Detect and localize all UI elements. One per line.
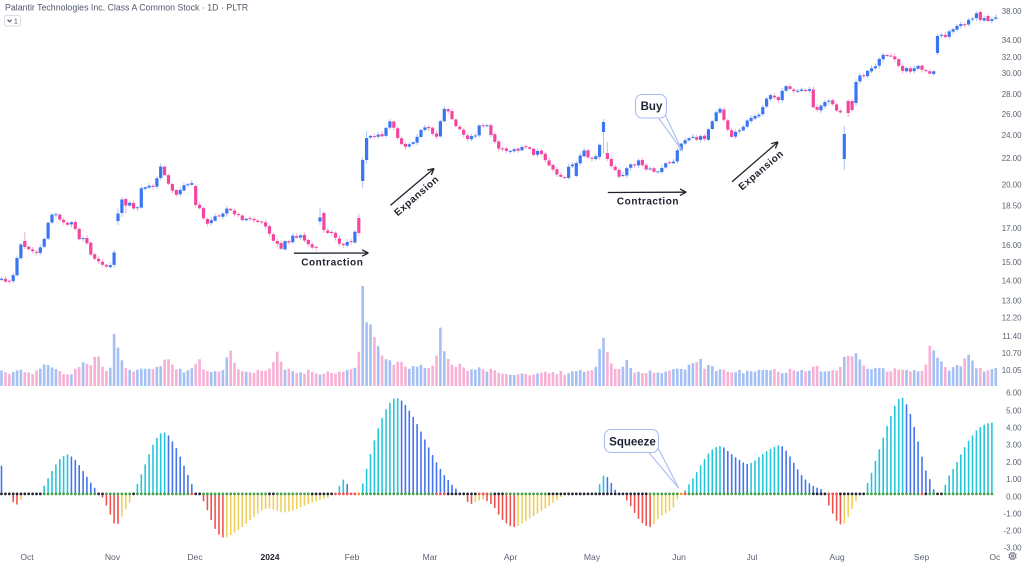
svg-text:30.00: 30.00 xyxy=(1002,69,1022,78)
svg-text:15.00: 15.00 xyxy=(1002,258,1022,267)
svg-text:Jun: Jun xyxy=(672,552,686,562)
svg-text:32.00: 32.00 xyxy=(1002,53,1022,62)
svg-text:4.00: 4.00 xyxy=(1006,423,1022,432)
svg-text:34.00: 34.00 xyxy=(1002,36,1022,45)
svg-text:Sep: Sep xyxy=(914,552,930,562)
svg-text:18.50: 18.50 xyxy=(1002,201,1022,210)
svg-text:Palantir Technologies Inc. Cla: Palantir Technologies Inc. Class A Commo… xyxy=(5,3,248,13)
svg-text:20.00: 20.00 xyxy=(1002,180,1022,189)
svg-text:5.00: 5.00 xyxy=(1006,406,1022,415)
svg-text:10.70: 10.70 xyxy=(1002,349,1022,358)
svg-text:Contraction: Contraction xyxy=(301,258,363,269)
svg-text:May: May xyxy=(584,552,601,562)
svg-text:2024: 2024 xyxy=(260,552,279,562)
svg-text:-2.00: -2.00 xyxy=(1004,526,1023,535)
svg-text:3.00: 3.00 xyxy=(1006,440,1022,449)
svg-text:Nov: Nov xyxy=(105,552,121,562)
svg-text:13.00: 13.00 xyxy=(1002,296,1022,305)
svg-text:24.00: 24.00 xyxy=(1002,131,1022,140)
svg-text:0.00: 0.00 xyxy=(1006,492,1022,501)
svg-text:14.00: 14.00 xyxy=(1002,276,1022,285)
svg-text:2.00: 2.00 xyxy=(1006,458,1022,467)
svg-text:Buy: Buy xyxy=(641,101,663,113)
svg-text:10.05: 10.05 xyxy=(1002,366,1022,375)
svg-text:22.00: 22.00 xyxy=(1002,154,1022,163)
svg-text:Jul: Jul xyxy=(747,552,758,562)
svg-text:11.40: 11.40 xyxy=(1002,332,1022,341)
svg-text:Contraction: Contraction xyxy=(617,197,679,208)
svg-text:38.00: 38.00 xyxy=(1002,7,1022,16)
svg-text:Mar: Mar xyxy=(423,552,438,562)
svg-text:1: 1 xyxy=(14,17,18,26)
svg-text:Squeeze: Squeeze xyxy=(609,436,656,448)
svg-text:6.00: 6.00 xyxy=(1006,388,1022,397)
svg-text:16.00: 16.00 xyxy=(1002,241,1022,250)
svg-text:Oct: Oct xyxy=(989,552,1003,562)
svg-text:Dec: Dec xyxy=(187,552,203,562)
svg-text:12.20: 12.20 xyxy=(1002,313,1022,322)
svg-text:-3.00: -3.00 xyxy=(1004,543,1023,552)
svg-text:Oct: Oct xyxy=(20,552,34,562)
svg-text:-1.00: -1.00 xyxy=(1004,509,1023,518)
svg-text:Aug: Aug xyxy=(829,552,845,562)
svg-text:17.00: 17.00 xyxy=(1002,224,1022,233)
svg-text:26.00: 26.00 xyxy=(1002,110,1022,119)
svg-text:1.00: 1.00 xyxy=(1006,475,1022,484)
svg-text:Feb: Feb xyxy=(345,552,360,562)
svg-text:28.00: 28.00 xyxy=(1002,90,1022,99)
svg-text:Apr: Apr xyxy=(504,552,518,562)
